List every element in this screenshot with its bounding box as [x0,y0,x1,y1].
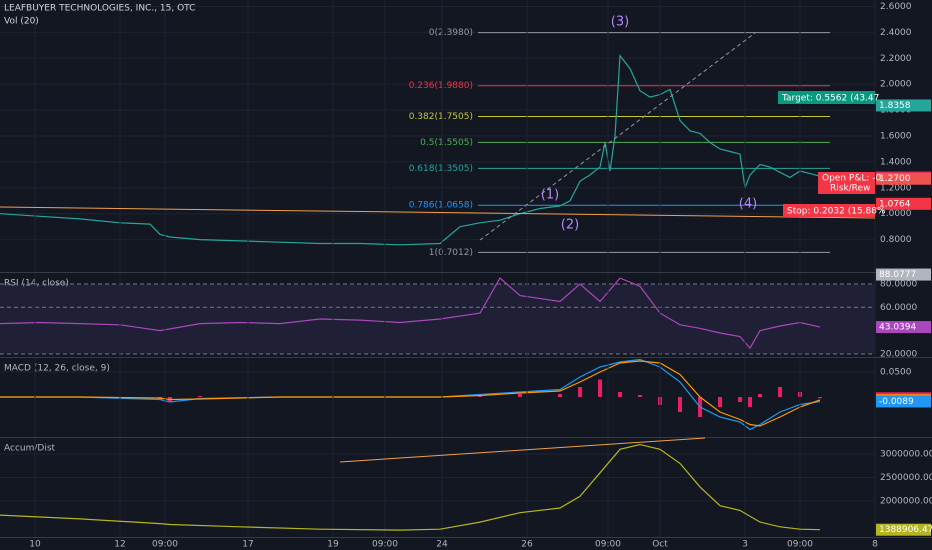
y-tick-label: 3000000.0000 [880,449,932,459]
histogram-bar [818,397,822,399]
y-tick-label: 2.4000 [880,28,912,38]
risk-label: Risk/Rew [830,184,870,194]
axis-value-label: 1.2700 [879,174,911,184]
wave-label: (2) [561,218,579,233]
x-tick-label: 12 [114,540,125,550]
wave-label: (3) [611,15,629,30]
series-line [0,360,821,427]
axis-value-label: 43.0394 [879,323,916,333]
wave-label: (1) [541,188,559,203]
axis-value-label: 88.0777 [879,270,916,280]
histogram-bar [758,394,762,397]
histogram-bar [598,379,602,397]
axis-value-box [876,395,931,408]
series-line [0,443,821,531]
y-tick-label: 60.0000 [880,303,917,313]
y-tick-label: 2000000.0000 [880,496,932,506]
axis-value-label: 1388906.4750 [879,525,932,535]
pane-title: MACD (12, 26, close, 9) [4,364,110,374]
y-tick-label: 1.4000 [880,157,912,167]
histogram-bar [618,392,622,397]
y-tick-label: 80.0000 [880,279,917,289]
histogram-bar [738,397,742,402]
x-tick-label: 09:00 [595,540,621,550]
x-tick-label: 8 [872,540,878,550]
y-tick-label: 2.6000 [880,2,912,12]
axis-value-label: -0.0089 [879,397,914,407]
x-tick-label: 17 [242,540,253,550]
pnl-box [818,172,875,194]
axis-value-box [876,523,931,536]
axis-value-box [876,197,931,210]
y-tick-label: 0.8000 [880,235,912,245]
axis-value-box [876,99,931,112]
histogram-bar [678,397,682,412]
x-tick-label: 09:00 [372,540,398,550]
axis-value-label: 1.0764 [879,199,911,209]
fib-trend [479,32,756,241]
ad-trend [339,437,706,463]
stop-box [783,204,875,217]
histogram-bar [718,397,722,407]
y-tick-label: 1.6000 [880,132,912,142]
target-label: Target: 0.5562 (43.47 [781,94,879,104]
x-tick-label: 10 [29,540,41,550]
y-tick-label: 2500000.0000 [880,473,932,483]
histogram-bar [778,387,782,397]
fib-label: 1(0.7012) [429,248,473,258]
target-box [778,91,875,104]
axis-value-label: 1.8358 [879,101,911,111]
x-tick-label: 19 [327,540,339,550]
axis-value-box [876,268,931,281]
fib-label: 0.382(1.7505) [409,112,473,122]
histogram-bar [748,397,752,407]
y-tick-label: 2.0000 [880,80,912,90]
trend-line [0,206,876,219]
fib-label: 0(2.3980) [429,28,473,38]
y-tick-label: 1.0000 [880,209,912,219]
x-tick-label: 24 [436,540,448,550]
x-tick-label: 09:00 [152,540,178,550]
x-tick-label: 09:00 [787,540,813,550]
histogram-bar [578,387,582,397]
fib-label: 0.618(1.3505) [409,164,473,174]
y-tick-label: 20.0000 [880,349,917,359]
x-tick-label: 3 [742,540,748,550]
wave-label: (4) [739,197,757,212]
y-tick-label: 1.2000 [880,183,912,193]
fib-label: 0.5(1.5505) [420,138,473,148]
axis-value-box [876,321,931,334]
chart-title: LEAFBUYER TECHNOLOGIES, INC., 15, OTC [4,4,195,14]
y-tick-label: 2.2000 [880,54,912,64]
fib-label: 0.236(1.9880) [409,81,473,91]
pnl-label: Open P&L: -0 [822,174,881,184]
histogram-bar [518,394,522,397]
histogram-bar [638,395,642,397]
chart-subtitle: Vol (20) [4,17,39,27]
x-tick-label: 26 [521,540,533,550]
histogram-bar [558,394,562,397]
histogram-bar [198,396,202,397]
x-tick-label: Oct [652,540,668,550]
fib-label: 0.786(1.0658) [409,201,473,211]
series-line [0,277,821,350]
axis-value-box [876,172,931,185]
y-tick-label: 0.0500 [880,368,912,378]
stop-label: Stop: 0.2032 (15.88% [787,207,886,217]
pane-title: Accum/Dist [4,444,56,454]
